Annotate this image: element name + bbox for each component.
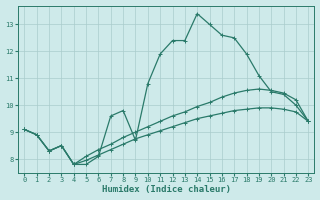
X-axis label: Humidex (Indice chaleur): Humidex (Indice chaleur) <box>102 185 231 194</box>
